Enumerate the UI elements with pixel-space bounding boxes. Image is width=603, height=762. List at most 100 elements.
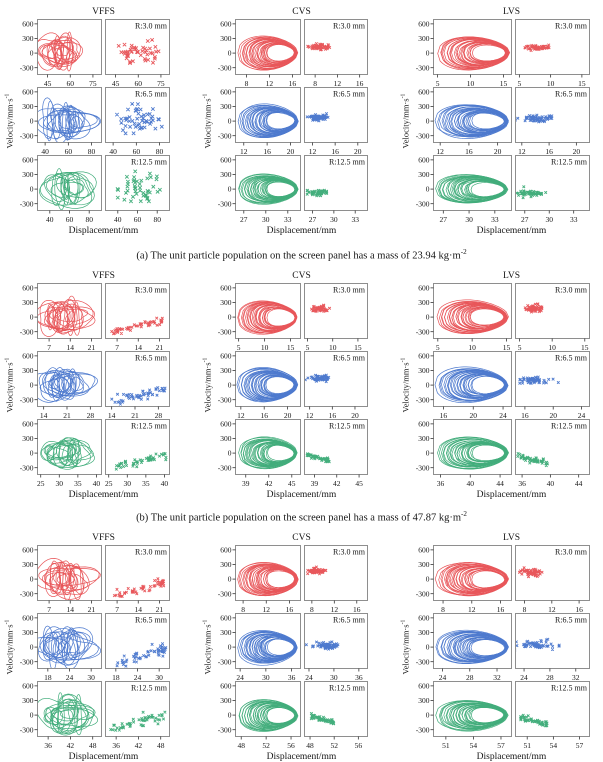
section-caption-a: (a) The unit particle population on the … (0, 245, 603, 264)
x-tick-label: 16 (356, 79, 364, 88)
poincare-plot-frame (304, 283, 368, 339)
y-tick-label: 600 (220, 87, 232, 96)
phase-loop (267, 444, 296, 461)
radius-label: R:3.0 mm (135, 548, 168, 557)
phase-loop (58, 560, 72, 596)
x-tick-label: 27 (240, 215, 248, 224)
x-tick-label: 36 (355, 673, 363, 682)
y-axis-label: Velocity/mm·s-1 (202, 19, 213, 223)
poincare-plot-frame (105, 545, 170, 601)
y-tick-label: -300 (416, 131, 430, 140)
phase-trajectories (434, 366, 509, 404)
y-tick-label: 600 (220, 351, 232, 360)
phase-loop (265, 111, 296, 131)
y-tick-label: 600 (220, 283, 232, 292)
x-tick-label: 51 (442, 741, 450, 750)
x-tick-label: 44 (496, 479, 504, 488)
x-axis-label: Displacement/mm (476, 752, 547, 762)
phase-trajectories (434, 562, 510, 597)
phase-loop (63, 171, 81, 205)
phase-plot-frame (433, 419, 512, 475)
y-tick-label: 600 (22, 87, 34, 96)
x-tick-label: 8 (523, 605, 527, 614)
y-axis-label: Velocity/mm·s-1 (400, 19, 411, 223)
phase-trajectories (38, 692, 99, 736)
x-axis-label: Displacement/mm (266, 490, 337, 500)
y-tick-label: 300 (418, 170, 430, 179)
radius-label: R:12.5 mm (131, 158, 168, 167)
y-tick-label: 0 (426, 313, 430, 322)
y-axis-label-text: Velocity/mm·s-1 (400, 357, 411, 413)
phase-loop (52, 367, 65, 402)
panel-group-cvs-c: CVS Velocity/mm·s-1 600 300 0 -300 8 12 16 8 12 16 R… (202, 532, 368, 762)
x-tick-label: 80 (85, 215, 93, 224)
y-tick-label: 600 (418, 283, 430, 292)
phase-plot-frame (235, 681, 301, 737)
phase-loop (54, 48, 62, 64)
x-tick-label: 30 (87, 673, 95, 682)
phase-loop (448, 106, 509, 136)
phase-loop (240, 368, 299, 402)
y-axis-label-text: Velocity/mm·s-1 (202, 357, 213, 413)
x-tick-label: 12 (436, 147, 444, 156)
phase-loop (39, 44, 56, 59)
radius-label: R:3.0 mm (135, 286, 168, 295)
phase-loop (470, 182, 506, 198)
radius-label: R:3.0 mm (555, 286, 588, 295)
x-tick-label: 75 (157, 79, 165, 88)
x-tick-label: 12 (331, 605, 339, 614)
phase-trajectories (237, 561, 299, 597)
phase-loop (239, 103, 299, 139)
phase-loop (50, 181, 84, 198)
x-tick-label: 28 (87, 411, 95, 420)
poincare-points (523, 43, 551, 53)
phase-trajectories (435, 174, 509, 204)
y-tick-label: -300 (416, 395, 430, 404)
phase-loop (58, 437, 91, 467)
poincare-points (110, 316, 164, 336)
phase-loop (47, 36, 81, 64)
x-tick-label: 12 (263, 605, 271, 614)
phase-loop (456, 40, 509, 66)
poincare-plot-frame (304, 155, 368, 211)
x-tick-label: 80 (156, 147, 164, 156)
phase-loop (53, 373, 74, 392)
phase-loop (38, 626, 66, 662)
phase-loop (51, 371, 90, 397)
x-tick-label: 28 (466, 673, 474, 682)
phase-loop (58, 561, 70, 594)
column-title: LVS (502, 7, 521, 17)
x-tick-label: 12 (266, 79, 274, 88)
phase-plot-frame (433, 19, 512, 75)
y-axis-label-text: Velocity/mm·s-1 (4, 357, 15, 413)
x-tick-label: 20 (284, 411, 292, 420)
y-tick-label: 300 (22, 298, 34, 307)
poincare-section (523, 43, 551, 53)
x-tick-label: 40 (547, 479, 555, 488)
subplot-row-R125mm: 600 300 0 -300 36 42 48 36 42 48 R:12.5 mm (20, 681, 170, 750)
phase-loop (265, 43, 295, 62)
radius-label: R:6.5 mm (135, 90, 168, 99)
poincare-section (110, 316, 164, 336)
column-title: LVS (502, 271, 521, 281)
poincare-points (516, 185, 548, 200)
y-tick-label: 0 (30, 185, 34, 194)
x-tick-label: 51 (523, 741, 531, 750)
subplot-row-R125mm: 600 300 0 -300 27 30 33 27 30 33 R:12.5 mm (416, 155, 590, 224)
phase-loop (46, 439, 94, 461)
y-tick-label: 300 (22, 696, 34, 705)
subplot-row-R30mm: 600 300 0 -300 8 12 16 8 12 16 R:3.0 mm (218, 545, 368, 614)
phase-loop (47, 39, 64, 70)
x-tick-label: 5 (518, 343, 522, 352)
poincare-section (305, 640, 340, 651)
subplot-row-R65mm: 600 300 0 -300 12 16 20 12 16 20 R:6.5 mm (416, 87, 590, 156)
y-tick-label: 0 (30, 449, 34, 458)
x-tick-label: 8 (441, 605, 445, 614)
poincare-section (309, 303, 332, 314)
x-tick-label: 10 (329, 343, 337, 352)
poincare-plot-frame (304, 19, 368, 75)
radius-label: R:12.5 mm (329, 422, 366, 431)
phase-loop (68, 569, 78, 588)
phase-plot-frame (235, 155, 301, 211)
column-title: CVS (292, 533, 311, 543)
